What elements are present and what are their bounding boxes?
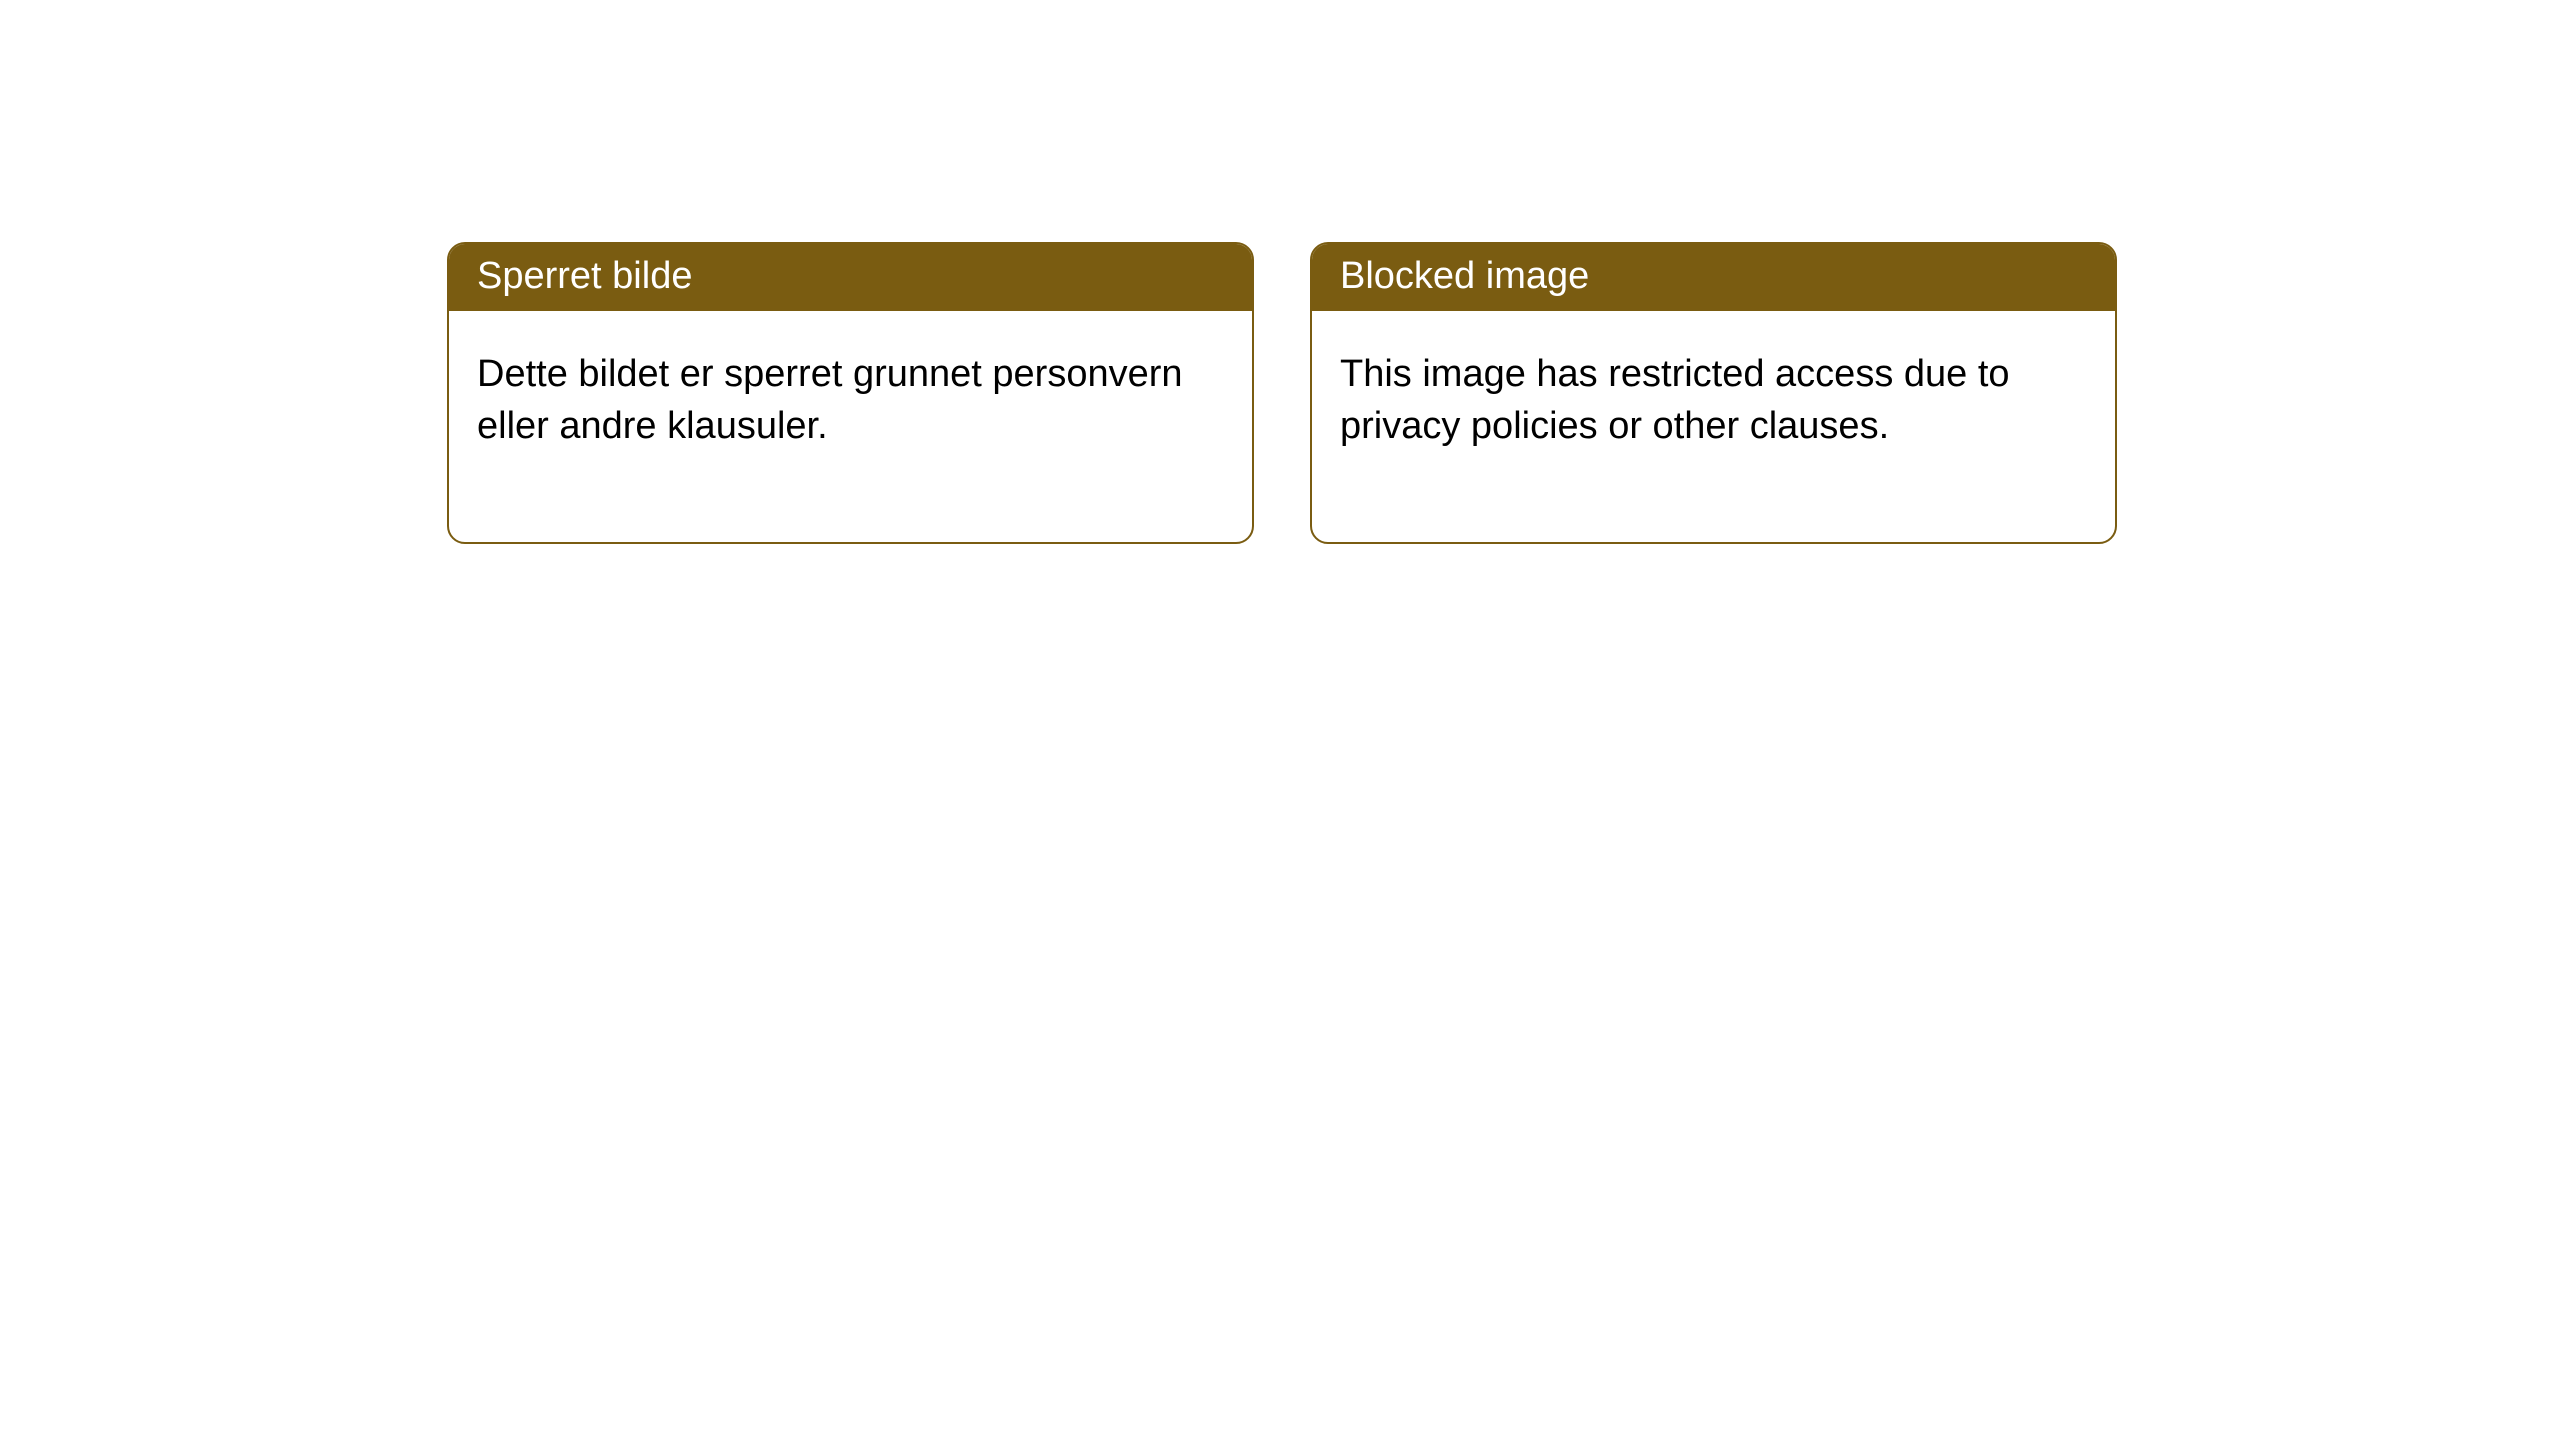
blocked-image-card-no: Sperret bilde Dette bildet er sperret gr…	[447, 242, 1254, 544]
card-body: Dette bildet er sperret grunnet personve…	[449, 311, 1252, 542]
card-body-text: Dette bildet er sperret grunnet personve…	[477, 353, 1183, 446]
notice-cards-container: Sperret bilde Dette bildet er sperret gr…	[0, 0, 2560, 544]
card-title: Sperret bilde	[477, 255, 692, 297]
card-body: This image has restricted access due to …	[1312, 311, 2115, 542]
card-header: Sperret bilde	[449, 244, 1252, 311]
card-body-text: This image has restricted access due to …	[1340, 353, 2010, 446]
card-header: Blocked image	[1312, 244, 2115, 311]
blocked-image-card-en: Blocked image This image has restricted …	[1310, 242, 2117, 544]
card-title: Blocked image	[1340, 255, 1589, 297]
